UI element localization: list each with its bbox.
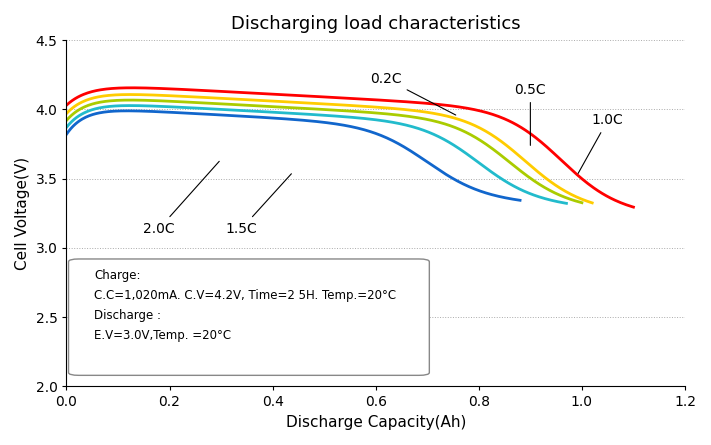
Text: 2.0C: 2.0C bbox=[144, 161, 219, 235]
FancyBboxPatch shape bbox=[68, 259, 429, 375]
Y-axis label: Cell Voltage(V): Cell Voltage(V) bbox=[15, 157, 30, 270]
Title: Discharging load characteristics: Discharging load characteristics bbox=[231, 15, 520, 33]
Text: Charge:
C.C=1,020mA. C.V=4.2V, Time=2 5H. Temp.=20°C
Discharge :
E.V=3.0V,Temp. : Charge: C.C=1,020mA. C.V=4.2V, Time=2 5H… bbox=[95, 269, 397, 342]
Text: 1.0C: 1.0C bbox=[578, 113, 624, 174]
Text: 1.5C: 1.5C bbox=[226, 174, 292, 235]
Text: 0.2C: 0.2C bbox=[370, 72, 456, 115]
X-axis label: Discharge Capacity(Ah): Discharge Capacity(Ah) bbox=[286, 415, 466, 430]
Text: 0.5C: 0.5C bbox=[515, 83, 546, 146]
